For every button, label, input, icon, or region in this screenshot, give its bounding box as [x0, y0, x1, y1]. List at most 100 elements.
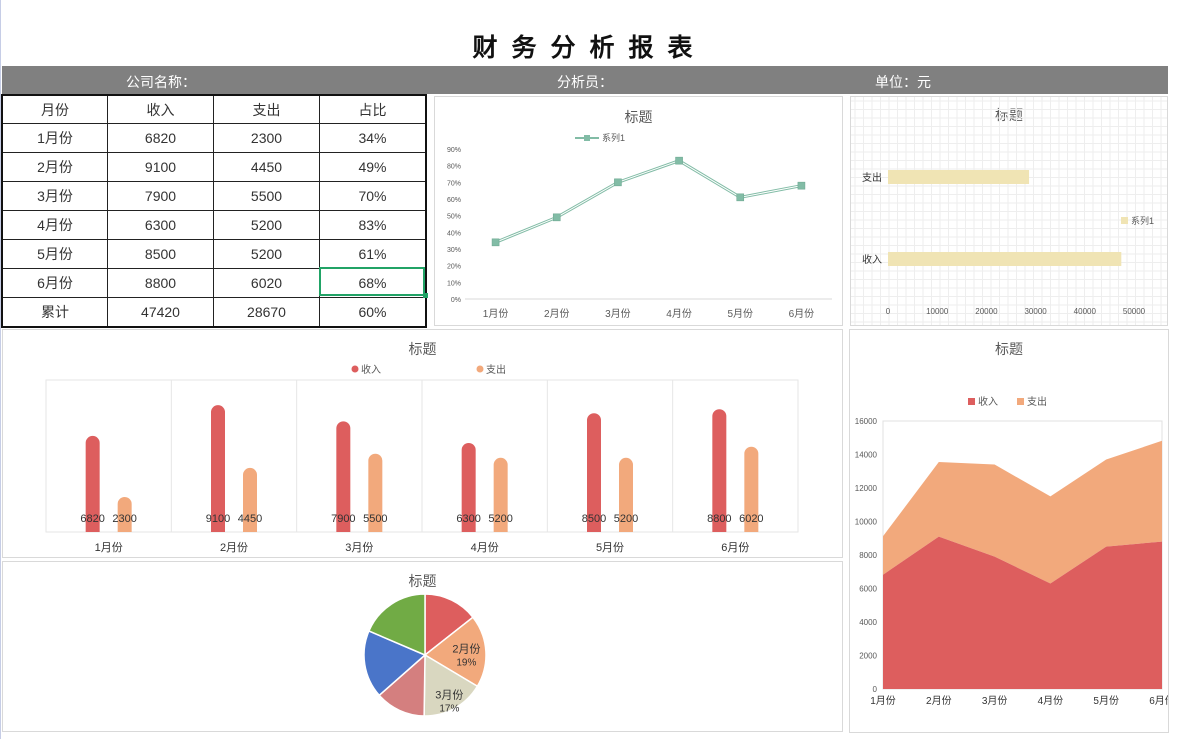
- table-cell[interactable]: 5月份: [2, 239, 108, 269]
- data-point-marker: [797, 181, 806, 190]
- x-tick-label: 4月份: [666, 308, 692, 320]
- bar-base: [211, 518, 225, 532]
- data-label: 7900: [331, 513, 355, 525]
- table-cell[interactable]: 28670: [213, 297, 320, 327]
- header-cell[interactable]: 月份: [2, 95, 108, 124]
- table-row: 5月份 8500 5200 61%: [2, 239, 426, 269]
- data-label: 9100: [206, 513, 230, 525]
- table-cell[interactable]: 6300: [107, 210, 214, 240]
- y-tick-label: 收入: [862, 253, 882, 266]
- table-row: 3月份 7900 5500 70%: [2, 181, 426, 211]
- legend-marker: [584, 135, 590, 141]
- y-tick-label: 支出: [862, 171, 882, 184]
- data-label: 6300: [456, 513, 480, 525]
- table-cell[interactable]: 4450: [213, 152, 320, 182]
- table-cell[interactable]: 5200: [213, 210, 320, 240]
- selected-cell-outline: [319, 267, 425, 296]
- table-row: 6月份 8800 6020 68%: [2, 268, 426, 298]
- x-tick-label: 5月份: [727, 308, 753, 320]
- header-cell[interactable]: 收入: [107, 95, 214, 124]
- legend-swatch: [1121, 217, 1128, 224]
- line-chart: 0% 10% 20% 30% 40% 50% 60% 70% 80% 90% 1月份 2月份 3月份 4月…: [447, 132, 832, 320]
- header-cell[interactable]: 支出: [213, 95, 320, 124]
- x-tick-label: 5月份: [1093, 695, 1119, 707]
- data-point-marker: [614, 178, 622, 187]
- y-tick-label: 10%: [447, 280, 461, 287]
- bar: [712, 409, 727, 528]
- table-cell[interactable]: 9100: [107, 152, 214, 182]
- legend-swatch: [476, 365, 484, 373]
- column-chart: 6820 2300 1月份 9100 4450 2月份 7900 5500 3月份 6300 520…: [45, 363, 799, 554]
- table-cell[interactable]: 61%: [319, 239, 426, 269]
- data-label: 8500: [582, 513, 606, 525]
- table-cell[interactable]: 3月份: [2, 181, 108, 211]
- y-tick-label: 16000: [855, 417, 878, 426]
- y-tick-label: 30%: [447, 247, 461, 254]
- header-cell[interactable]: 占比: [319, 95, 426, 124]
- column-chart-panel[interactable]: 标题 6820 2300 1月份 9100 4450 2月份 7900 5500 3月份 6300…: [2, 329, 843, 558]
- legend-label: 支出: [486, 363, 506, 376]
- x-tick-label: 2月份: [220, 541, 248, 554]
- fill-handle[interactable]: [423, 293, 428, 298]
- table-cell[interactable]: 6020: [213, 268, 320, 298]
- y-tick-label: 70%: [447, 180, 461, 187]
- table-cell[interactable]: 2300: [213, 123, 320, 153]
- bar-base: [493, 518, 508, 532]
- x-tick-label: 6月份: [721, 541, 749, 554]
- table-cell[interactable]: 34%: [319, 123, 426, 153]
- legend-swatch: [351, 365, 359, 373]
- x-tick-label: 3月份: [982, 695, 1008, 707]
- bar: [85, 435, 100, 528]
- x-tick-label: 0: [886, 307, 891, 316]
- table-cell[interactable]: 4月份: [2, 210, 108, 240]
- x-tick-label: 2月份: [926, 695, 952, 707]
- legend-label: 系列1: [602, 132, 625, 143]
- table-cell[interactable]: 1月份: [2, 123, 108, 153]
- x-tick-label: 20000: [975, 307, 998, 316]
- bar: [461, 442, 476, 528]
- hbar-chart-panel[interactable]: 标题 0 10000 20000 30000 40000 50000 收入 支出 系列1: [850, 96, 1168, 326]
- x-tick-label: 2月份: [544, 308, 570, 320]
- data-point-marker: [491, 238, 500, 247]
- x-tick-label: 3月份: [605, 308, 631, 320]
- info-bar: 公司名称： 分析员： 单位：元: [2, 66, 1168, 94]
- table-header-row: 月份 收入 支出 占比: [2, 95, 426, 124]
- bar: [336, 421, 351, 528]
- x-tick-label: 1月份: [483, 308, 509, 320]
- chart-title: 标题: [408, 573, 437, 589]
- x-tick-label: 1月份: [870, 695, 896, 707]
- x-tick-label: 50000: [1123, 307, 1146, 316]
- legend-swatch: [1017, 398, 1024, 405]
- table-cell[interactable]: 7900: [107, 181, 214, 211]
- x-tick-label: 3月份: [345, 541, 373, 554]
- table-cell[interactable]: 47420: [107, 297, 214, 327]
- table-cell[interactable]: 2月份: [2, 152, 108, 182]
- y-tick-label: 40%: [447, 230, 461, 237]
- data-label: 4450: [238, 513, 262, 525]
- line-chart-panel[interactable]: 标题 0% 10% 20% 30% 40% 50% 60% 70% 80% 90% 1月份 2月份 3月…: [434, 96, 843, 326]
- table-cell[interactable]: 70%: [319, 181, 426, 211]
- y-tick-label: 8000: [859, 551, 877, 560]
- table-cell[interactable]: 8500: [107, 239, 214, 269]
- table-cell[interactable]: 60%: [319, 297, 426, 327]
- table-cell[interactable]: 6820: [107, 123, 214, 153]
- table-cell[interactable]: 5200: [213, 239, 320, 269]
- data-point-marker: [736, 193, 745, 202]
- table-total-row: 累计 47420 28670 60%: [2, 297, 426, 327]
- data-point-marker: [675, 156, 683, 165]
- table-cell[interactable]: 49%: [319, 152, 426, 182]
- bar-base: [336, 518, 351, 532]
- pie-chart-panel[interactable]: 标题 2月份 19% 3月份 17%: [2, 561, 843, 732]
- table-cell[interactable]: 5500: [213, 181, 320, 211]
- table-cell[interactable]: 8800: [107, 268, 214, 298]
- y-tick-label: 0: [873, 685, 878, 694]
- table-cell[interactable]: 83%: [319, 210, 426, 240]
- unit-label: 单位：元: [875, 74, 931, 90]
- legend-label: 系列1: [1131, 215, 1154, 226]
- area-chart: 0 2000 4000 6000 8000 10000 12000 14000 16000 1月份…: [855, 395, 1168, 707]
- table-cell[interactable]: 累计: [2, 297, 108, 327]
- table-cell[interactable]: 6月份: [2, 268, 108, 298]
- y-tick-label: 90%: [447, 147, 461, 154]
- area-chart-panel[interactable]: 标题 0 2000 4000 6000 8000 10000 12000 14000 16000…: [849, 329, 1169, 733]
